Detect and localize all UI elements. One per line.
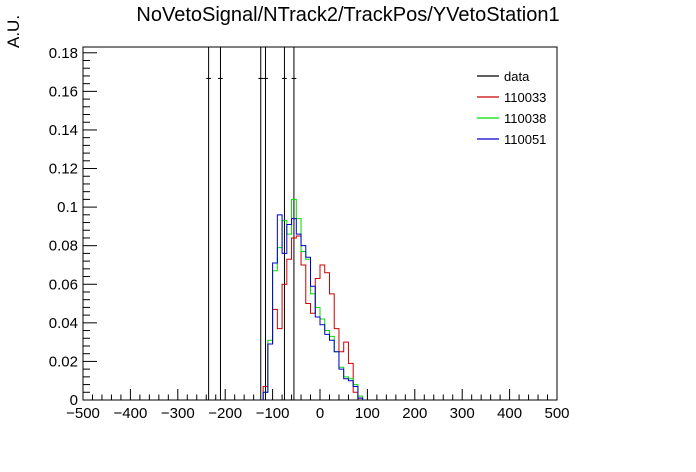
x-tick-label: −100: [256, 405, 290, 422]
y-tick-label: 0.06: [49, 276, 78, 293]
y-tick-label: 0.12: [49, 161, 78, 178]
x-tick-label: 0: [316, 405, 324, 422]
legend-label: 110051: [504, 132, 546, 147]
y-tick-label: 0.08: [49, 238, 78, 255]
plot-frame: [82, 46, 558, 401]
legend-label: 110033: [504, 90, 546, 105]
y-tick-label: 0.1: [57, 199, 78, 216]
legend-label: 110038: [504, 111, 546, 126]
series-110051-line: [262, 214, 364, 400]
y-tick-label: 0.14: [49, 122, 78, 139]
x-tick-label: 300: [450, 405, 475, 422]
y-tick-label: 0: [70, 392, 78, 409]
x-tick-label: 500: [544, 405, 569, 422]
y-tick-label: 0.02: [49, 353, 78, 370]
x-tick-label: 400: [497, 405, 522, 422]
y-tick-label: 0.16: [49, 83, 78, 100]
chart-title: NoVetoSignal/NTrack2/TrackPos/YVetoStati…: [136, 4, 560, 26]
x-tick-label: −500: [66, 405, 100, 422]
y-tick-label: 0.04: [49, 315, 78, 332]
x-tick-label: −300: [161, 405, 195, 422]
x-tick-label: −400: [114, 405, 148, 422]
y-tick-label: 0.18: [49, 45, 78, 62]
x-tick-label: 100: [355, 405, 380, 422]
legend-label: data: [504, 69, 530, 84]
x-tick-label: 200: [402, 405, 427, 422]
x-tick-label: −200: [208, 405, 242, 422]
series-110038-line: [262, 198, 364, 400]
series-110033-line: [262, 235, 364, 400]
